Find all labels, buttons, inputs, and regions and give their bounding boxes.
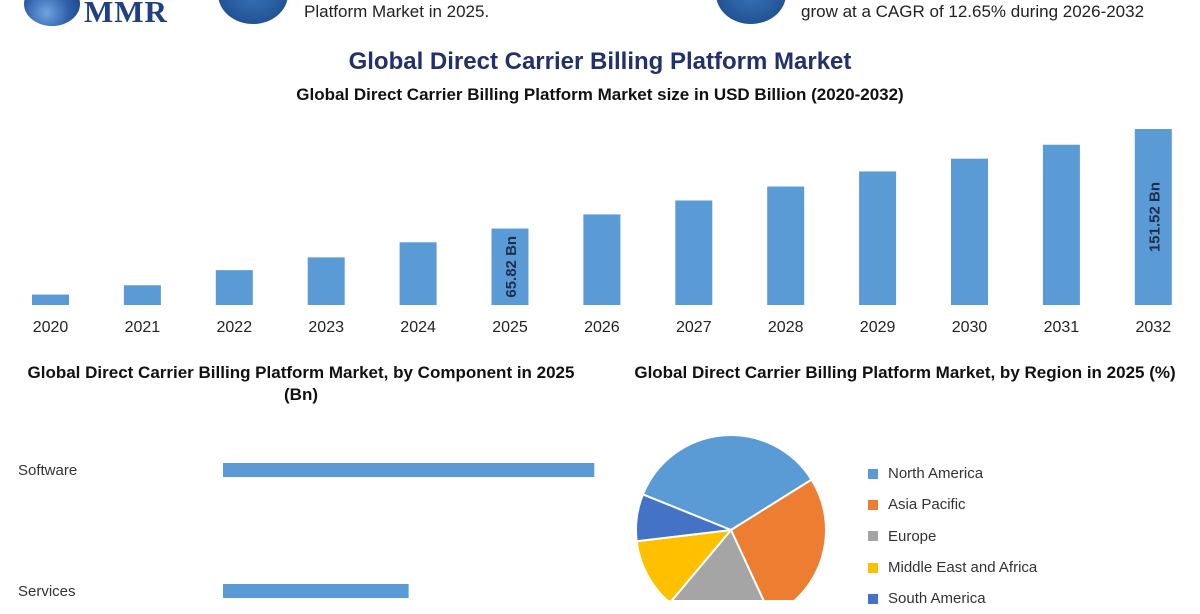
x-tick-label: 2026	[584, 319, 620, 336]
market-size-bar-chart: 2020 2021 2022 2023 2024 2025 65.82 Bn 2026 2027…	[32, 129, 1172, 336]
region-chart-title: Global Direct Carrier Billing Platform M…	[634, 363, 1176, 382]
page-title: Global Direct Carrier Billing Platform M…	[348, 48, 852, 75]
bar-2031	[1042, 144, 1080, 305]
legend-item: South America	[868, 583, 1037, 614]
stat-left-text: Platform Market in 2025.	[304, 2, 490, 21]
component-bar-software	[223, 463, 595, 477]
component-bar-services	[223, 584, 409, 598]
bar-2022	[215, 270, 253, 305]
x-tick-label: 2021	[125, 319, 161, 336]
pie-slice-asia-pacific	[729, 478, 827, 600]
x-tick-label: 2020	[33, 319, 69, 336]
region-pie-chart	[635, 434, 827, 600]
legend-label: South America	[888, 590, 986, 608]
bar-2021	[123, 285, 161, 305]
logo-text: MMR	[84, 0, 168, 29]
bar-2020	[32, 294, 69, 305]
stat-right-text: grow at a CAGR of 12.65% during 2026-203…	[801, 2, 1145, 21]
bar-2025	[491, 228, 529, 305]
component-chart-title: Global Direct Carrier Billing Platform M…	[27, 363, 575, 404]
pie-slice-middle-east-and-africa	[635, 528, 734, 600]
legend-label: Middle East and Africa	[888, 559, 1038, 577]
legend-swatch	[868, 499, 878, 510]
legend-swatch	[868, 562, 878, 573]
x-tick-label: 2032	[1136, 319, 1172, 336]
x-tick-label: 2028	[768, 319, 804, 336]
pie-slice-south-america	[635, 493, 732, 543]
bar-2029	[859, 171, 897, 305]
component-label: Software	[18, 462, 77, 479]
stat-icon	[218, 0, 288, 24]
legend-swatch	[868, 593, 878, 604]
legend-item: Asia Pacific	[868, 489, 1037, 520]
x-tick-label: 2027	[676, 319, 712, 336]
legend-item: North America	[868, 458, 1037, 489]
legend-swatch	[868, 531, 878, 542]
bar-chart-subtitle: Global Direct Carrier Billing Platform M…	[296, 85, 904, 104]
x-tick-label: 2024	[400, 319, 436, 336]
bar-data-label: 151.52 Bn	[1146, 182, 1163, 252]
globe-logo-icon	[24, 0, 80, 26]
pie-slice-north-america	[641, 434, 813, 532]
bar-2027	[675, 200, 713, 305]
x-tick-label: 2031	[1044, 319, 1080, 336]
legend-label: Asia Pacific	[888, 496, 966, 514]
component-label: Services	[18, 583, 76, 600]
bar-2028	[767, 186, 805, 305]
pie-slice-europe	[670, 528, 765, 600]
stat-icon	[716, 0, 786, 24]
legend-item: Europe	[868, 521, 1037, 552]
bar-2023	[307, 257, 345, 305]
region-legend: North America Asia Pacific Europe Middle Ea…	[868, 458, 1037, 614]
bar-2030	[951, 158, 988, 305]
x-tick-label: 2025	[492, 319, 528, 336]
bar-2032	[1134, 129, 1172, 305]
x-tick-label: 2030	[952, 319, 988, 336]
x-tick-label: 2023	[308, 319, 344, 336]
component-bar-chart: Software Services	[18, 462, 595, 600]
legend-item: Middle East and Africa	[868, 552, 1037, 583]
x-tick-label: 2022	[217, 319, 253, 336]
top-banner: MMR Platform Market in 2025. grow at a C…	[0, 0, 1200, 38]
bar-data-label: 65.82 Bn	[503, 236, 520, 298]
legend-label: Europe	[888, 527, 937, 545]
bar-2024	[399, 242, 437, 305]
bar-2026	[583, 214, 621, 305]
legend-swatch	[868, 468, 878, 479]
x-tick-label: 2029	[860, 319, 896, 336]
legend-label: North America	[888, 465, 984, 483]
